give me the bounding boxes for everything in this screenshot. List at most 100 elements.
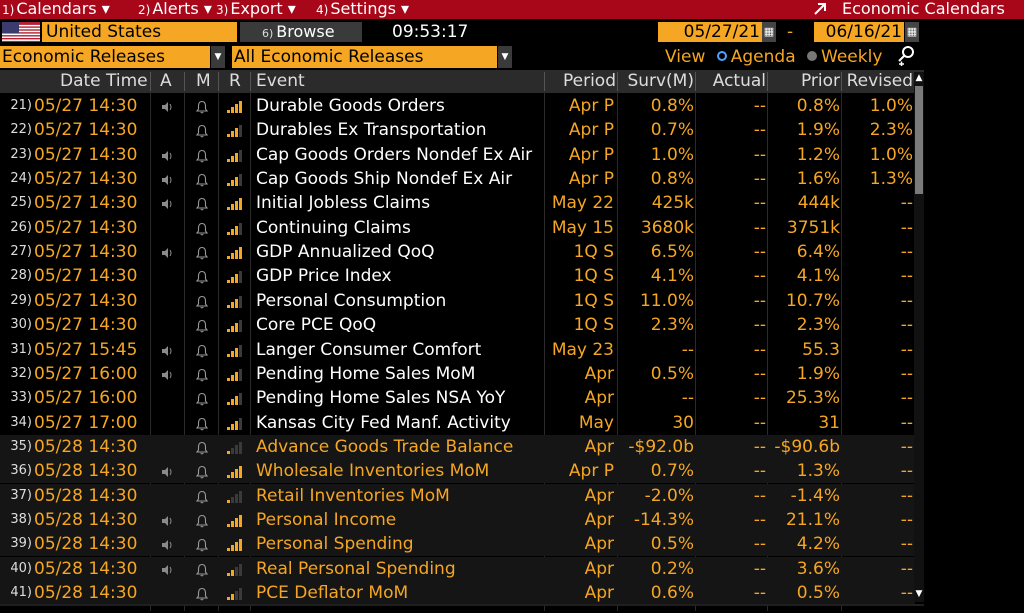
speaker-icon[interactable] xyxy=(160,464,174,488)
speaker-icon[interactable] xyxy=(160,367,174,391)
row-event[interactable]: GDP Annualized QoQ xyxy=(256,242,435,263)
bell-icon[interactable] xyxy=(195,586,209,610)
bell-icon[interactable] xyxy=(195,489,209,513)
bell-icon[interactable] xyxy=(195,537,209,561)
bell-icon[interactable] xyxy=(195,148,209,172)
table-row[interactable]: 34) 05/27 17:00 Kansas City Fed Manf. Acti… xyxy=(0,411,915,435)
speaker-icon[interactable] xyxy=(160,172,174,196)
table-row[interactable]: 32) 05/27 16:00 Pending Home Sales MoM Apr 0… xyxy=(0,362,915,386)
speaker-icon[interactable] xyxy=(160,196,174,220)
table-row[interactable]: 25) 05/27 14:30 Initial Jobless Claims May … xyxy=(0,191,915,215)
table-row[interactable]: 24) 05/27 14:30 Cap Goods Ship Nondef Ex A… xyxy=(0,167,915,191)
menu-alerts[interactable]: 2) Alerts ▾ xyxy=(138,0,212,19)
table-row[interactable]: 33) 05/27 16:00 Pending Home Sales NSA YoY… xyxy=(0,386,915,410)
row-event[interactable]: Personal Income xyxy=(256,509,397,530)
row-event[interactable]: Retail Inventories MoM xyxy=(256,485,450,506)
bell-icon[interactable] xyxy=(195,123,209,147)
bell-icon[interactable] xyxy=(195,221,209,245)
row-event[interactable]: Durables Ex Transportation xyxy=(256,120,487,141)
search-icon[interactable] xyxy=(896,44,916,66)
table-row[interactable]: 41) 05/28 14:30 PCE Deflator MoM Apr 0.6% -- 0… xyxy=(0,581,915,605)
bell-icon[interactable] xyxy=(195,367,209,391)
calendar-icon[interactable]: ▦ xyxy=(762,22,776,42)
row-event[interactable]: Durable Goods Orders xyxy=(256,96,445,116)
table-row[interactable]: 22) 05/27 14:30 Durables Ex Transportation… xyxy=(0,118,915,142)
col-monitor[interactable]: M xyxy=(196,71,211,91)
col-period[interactable]: Period xyxy=(562,71,616,91)
table-row[interactable]: 30) 05/27 14:30 Core PCE QoQ 1Q S 2.3% -- 2.3%… xyxy=(0,313,915,337)
row-event[interactable]: Initial Jobless Claims xyxy=(256,193,431,214)
col-survey[interactable]: Surv(M) xyxy=(627,71,694,91)
table-row[interactable]: 36) 05/28 14:30 Wholesale Inventories MoM A… xyxy=(0,459,915,484)
row-event[interactable]: Real Personal Spending xyxy=(256,558,456,579)
agenda-radio[interactable] xyxy=(716,50,727,61)
row-event[interactable]: Advance Goods Trade Balance xyxy=(256,436,514,457)
row-event[interactable]: Pending Home Sales NSA YoY xyxy=(256,388,506,409)
calendar-icon[interactable]: ▦ xyxy=(905,22,919,42)
end-date-field[interactable]: 06/16/21 xyxy=(814,22,904,42)
speaker-icon[interactable] xyxy=(160,343,174,367)
chevron-down-icon[interactable]: ▼ xyxy=(498,46,512,68)
table-row[interactable]: 21) 05/27 14:30 Durable Goods Orders Apr P 0… xyxy=(0,94,915,118)
weekly-label[interactable]: Weekly xyxy=(821,47,883,67)
bell-icon[interactable] xyxy=(195,343,209,367)
table-row[interactable]: 26) 05/27 14:30 Continuing Claims May 15 368… xyxy=(0,216,915,240)
table-row[interactable]: 35) 05/28 14:30 Advance Goods Trade Balanc… xyxy=(0,434,915,459)
bell-icon[interactable] xyxy=(195,391,209,415)
table-row[interactable]: 23) 05/27 14:30 Cap Goods Orders Nondef Ex… xyxy=(0,143,915,167)
col-alert[interactable]: A xyxy=(160,71,172,91)
row-event[interactable]: Core PCE QoQ xyxy=(256,315,377,336)
agenda-label[interactable]: Agenda xyxy=(730,47,796,67)
table-row[interactable]: 39) 05/28 14:30 Personal Spending Apr 0.5% --… xyxy=(0,532,915,557)
row-event[interactable]: Personal Spending xyxy=(256,534,414,555)
bell-icon[interactable] xyxy=(195,416,209,440)
col-datetime[interactable]: Date Time xyxy=(60,71,148,91)
table-row[interactable]: 40) 05/28 14:30 Real Personal Spending Apr 0… xyxy=(0,556,915,581)
table-row[interactable]: 28) 05/27 14:30 GDP Price Index 1Q S 4.1% -- 4… xyxy=(0,264,915,288)
menu-settings[interactable]: 4) Settings ▾ xyxy=(316,0,409,19)
vertical-scrollbar[interactable]: ▲ ▼ xyxy=(914,72,924,602)
col-revised[interactable]: Revised xyxy=(846,71,913,91)
row-event[interactable]: Kansas City Fed Manf. Activity xyxy=(256,412,511,433)
speaker-icon[interactable] xyxy=(160,245,174,269)
country-field[interactable]: United States xyxy=(42,22,237,42)
speaker-icon[interactable] xyxy=(160,513,174,537)
bell-icon[interactable] xyxy=(195,440,209,464)
start-date-field[interactable]: 05/27/21 xyxy=(658,22,762,42)
row-event[interactable]: GDP Price Index xyxy=(256,266,392,287)
bell-icon[interactable] xyxy=(195,99,209,123)
scroll-up-icon[interactable]: ▲ xyxy=(915,73,923,83)
table-row[interactable]: 29) 05/27 14:30 Personal Consumption 1Q S 11… xyxy=(0,289,915,313)
row-event[interactable]: PCE Deflator MoM xyxy=(256,583,409,603)
browse-button[interactable]: 6) Browse xyxy=(240,22,362,42)
col-relevance[interactable]: R xyxy=(229,71,241,91)
chevron-down-icon[interactable]: ▼ xyxy=(211,46,225,68)
speaker-icon[interactable] xyxy=(160,562,174,586)
menu-export[interactable]: 3) Export ▾ xyxy=(216,0,296,19)
table-row[interactable]: 37) 05/28 14:30 Retail Inventories MoM Apr -… xyxy=(0,483,915,508)
table-row[interactable]: 31) 05/27 15:45 Langer Consumer Comfort May… xyxy=(0,338,915,362)
row-event[interactable]: Personal Consumption xyxy=(256,290,447,311)
row-event[interactable]: Wholesale Inventories MoM xyxy=(256,461,490,482)
popout-arrow-icon[interactable] xyxy=(812,0,828,21)
speaker-icon[interactable] xyxy=(160,537,174,561)
bell-icon[interactable] xyxy=(195,294,209,318)
category-dropdown[interactable]: Economic Releases xyxy=(0,46,210,68)
speaker-icon[interactable] xyxy=(160,148,174,172)
col-event[interactable]: Event xyxy=(256,71,305,91)
table-row[interactable]: 27) 05/27 14:30 GDP Annualized QoQ 1Q S 6.5%… xyxy=(0,240,915,264)
table-row[interactable]: 38) 05/28 14:30 Personal Income Apr -14.3% --… xyxy=(0,507,915,532)
bell-icon[interactable] xyxy=(195,318,209,342)
col-prior[interactable]: Prior xyxy=(800,71,840,91)
bell-icon[interactable] xyxy=(195,172,209,196)
scroll-down-icon[interactable]: ▼ xyxy=(915,589,923,599)
weekly-radio[interactable] xyxy=(807,50,818,61)
bell-icon[interactable] xyxy=(195,196,209,220)
row-event[interactable]: Continuing Claims xyxy=(256,217,411,238)
release-dropdown[interactable]: All Economic Releases xyxy=(232,46,497,68)
bell-icon[interactable] xyxy=(195,245,209,269)
row-event[interactable]: Pending Home Sales MoM xyxy=(256,363,476,384)
scroll-thumb[interactable] xyxy=(915,86,923,194)
bell-icon[interactable] xyxy=(195,464,209,488)
row-event[interactable]: Cap Goods Orders Nondef Ex Air xyxy=(256,144,533,165)
